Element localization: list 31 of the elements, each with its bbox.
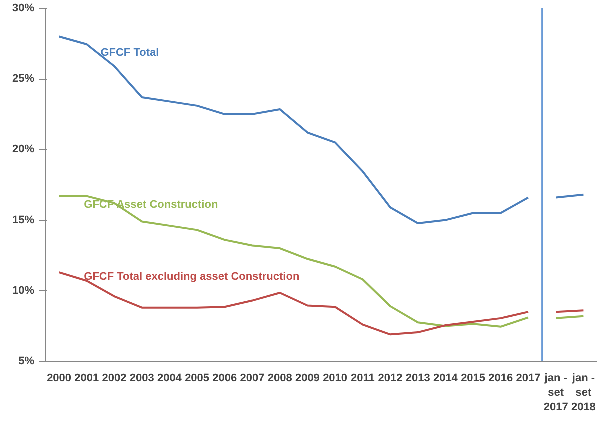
x-tick-label: 2013 [406,372,430,384]
x-tick-label: 2002 [102,372,127,384]
y-tick-label: 25% [12,73,35,86]
x-tick-label: 2014 [433,372,459,384]
y-tick-label: 30% [12,2,35,14]
x-tick-label: 2000 [47,372,72,384]
x-tick-label: 2017 [516,372,541,384]
x-tick-label: 2001 [74,372,100,384]
x-tick-label: 2005 [185,372,210,384]
x-tick-label: 2010 [323,372,348,384]
x-tick-label: 2003 [130,372,154,384]
x-tick-label: 2016 [488,372,514,384]
x-tick-label: 2006 [212,372,238,384]
x-tick-label: 2012 [378,372,403,384]
line-series [58,272,530,336]
x-tick-label: 2009 [295,372,320,384]
x-tick-label: 2004 [157,372,183,384]
x-tick-label: 2011 [350,372,375,384]
series-label: GFCF Total [100,46,160,59]
x-tick-label: jan - set 2017 [544,372,568,414]
x-tick-label: 2008 [268,372,292,384]
y-tick-label: 20% [12,144,35,156]
y-tick-label: 10% [12,284,35,297]
line-series [58,36,530,225]
series-label: GFCF Total excluding asset Construction [84,270,300,283]
y-tick-label: 15% [12,214,35,226]
line-series [58,195,530,328]
x-tick-label: 2007 [240,372,265,384]
x-tick-label: jan - set 2018 [571,372,596,414]
x-tick-label: 2015 [461,372,486,384]
y-tick-label: 5% [18,356,35,368]
